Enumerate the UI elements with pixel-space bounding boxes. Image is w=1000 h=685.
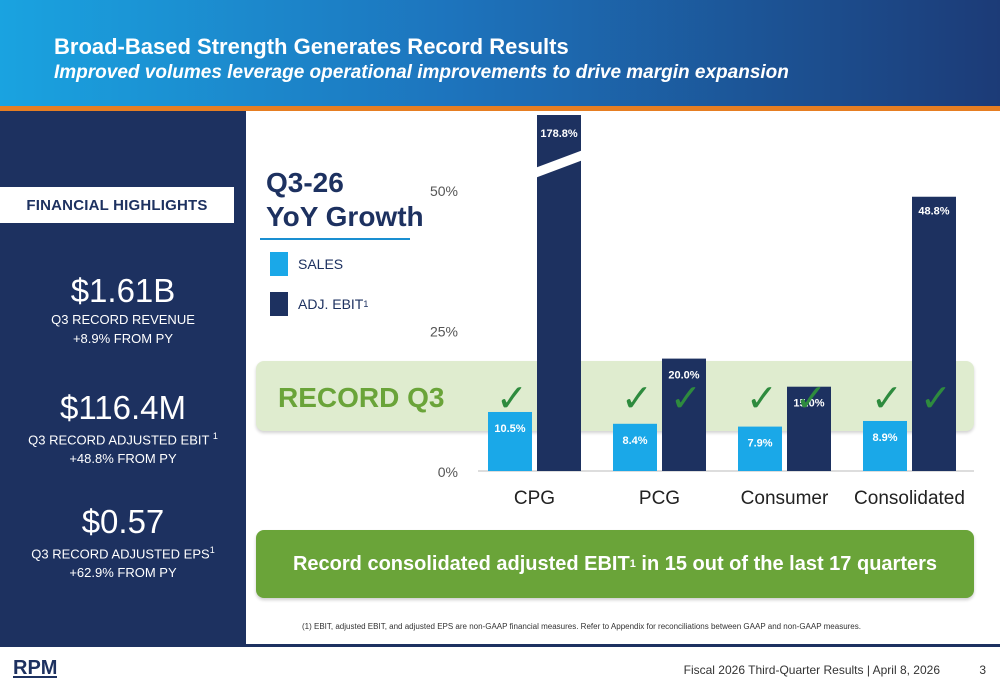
- rpm-logo: RPM: [13, 657, 57, 679]
- metric-adjusted-eps: $0.57 Q3 RECORD ADJUSTED EPS1 +62.9% FRO…: [0, 503, 246, 582]
- data-label: 7.9%: [747, 438, 772, 450]
- metric-change: +62.9% FROM PY: [69, 565, 177, 581]
- record-check-icon: ✓: [920, 378, 952, 420]
- metric-revenue: $1.61B Q3 RECORD REVENUE +8.9% FROM PY: [0, 272, 246, 348]
- financial-highlights-tab: FINANCIAL HIGHLIGHTS: [0, 187, 234, 223]
- y-tick-label: 25%: [430, 324, 458, 340]
- bar-adj-ebit-consumer: [787, 386, 831, 471]
- metric-value: $116.4M: [60, 389, 186, 426]
- metric-label: Q3 RECORD ADJUSTED EPS1: [31, 545, 215, 562]
- svg-text:RPM: RPM: [13, 657, 57, 679]
- legend-item-sales: SALES: [270, 252, 343, 276]
- data-label: 20.0%: [668, 370, 699, 382]
- page-number: 3: [979, 663, 986, 677]
- record-check-icon: ✓: [795, 378, 827, 420]
- x-tick-label: CPG: [514, 488, 555, 509]
- chart-title: Q3-26 YoY Growth: [266, 167, 424, 232]
- record-check-icon: ✓: [871, 378, 903, 420]
- data-label: 48.8%: [918, 206, 949, 218]
- slide-title: Broad-Based Strength Generates Record Re…: [54, 34, 569, 59]
- chart-title-underline: [260, 238, 410, 240]
- metric-change: +48.8% FROM PY: [69, 451, 177, 467]
- footer-text: Fiscal 2026 Third-Quarter Results | Apri…: [683, 663, 940, 677]
- data-label: 10.5%: [494, 423, 525, 435]
- metric-label: Q3 RECORD ADJUSTED EBIT 1: [28, 431, 218, 448]
- slide-subtitle: Improved volumes leverage operational im…: [54, 62, 789, 83]
- metric-value: $0.57: [81, 503, 165, 540]
- header-banner: Broad-Based Strength Generates Record Re…: [0, 0, 1000, 106]
- record-ebit-banner: Record consolidated adjusted EBIT 1 in 15…: [256, 530, 974, 598]
- data-label: 178.8%: [540, 128, 578, 140]
- bar-sales-cpg: [488, 411, 532, 471]
- record-check-icon: ✓: [670, 378, 702, 420]
- legend-swatch-ebit: [270, 292, 288, 316]
- legend-item-ebit: ADJ. EBIT 1: [270, 292, 368, 316]
- bar-adj-ebit-consolidated: [912, 196, 956, 471]
- metric-value: $1.61B: [70, 272, 176, 309]
- bar-sales-consolidated: [863, 420, 907, 471]
- footnote: (1) EBIT, adjusted EBIT, and adjusted EP…: [302, 622, 861, 631]
- data-label: 8.9%: [872, 432, 897, 444]
- y-tick-label: 50%: [430, 183, 458, 199]
- metric-change: +8.9% FROM PY: [72, 331, 174, 346]
- x-tick-label: PCG: [639, 488, 680, 509]
- y-tick-label: 0%: [438, 464, 458, 480]
- x-tick-label: Consolidated: [854, 488, 965, 509]
- data-label: 15.0%: [793, 398, 824, 410]
- record-q3-band: [256, 361, 974, 431]
- record-check-icon: ✓: [621, 378, 653, 420]
- bar-sales-consumer: [738, 426, 782, 471]
- record-q3-label: RECORD Q3: [278, 382, 445, 413]
- metric-label: Q3 RECORD REVENUE: [51, 312, 195, 327]
- metric-adjusted-ebit: $116.4M Q3 RECORD ADJUSTED EBIT 1 +48.8%…: [0, 389, 246, 468]
- record-check-icon: ✓: [496, 378, 528, 420]
- x-tick-label: Consumer: [741, 488, 829, 509]
- header-divider: [0, 106, 1000, 111]
- bar-adj-ebit-pcg: [662, 358, 706, 471]
- footer-divider: [0, 644, 1000, 647]
- data-label: 8.4%: [622, 435, 647, 447]
- record-check-icon: ✓: [746, 378, 778, 420]
- axis-break-mark: [535, 150, 583, 178]
- legend-swatch-sales: [270, 252, 288, 276]
- bar-sales-pcg: [613, 423, 657, 471]
